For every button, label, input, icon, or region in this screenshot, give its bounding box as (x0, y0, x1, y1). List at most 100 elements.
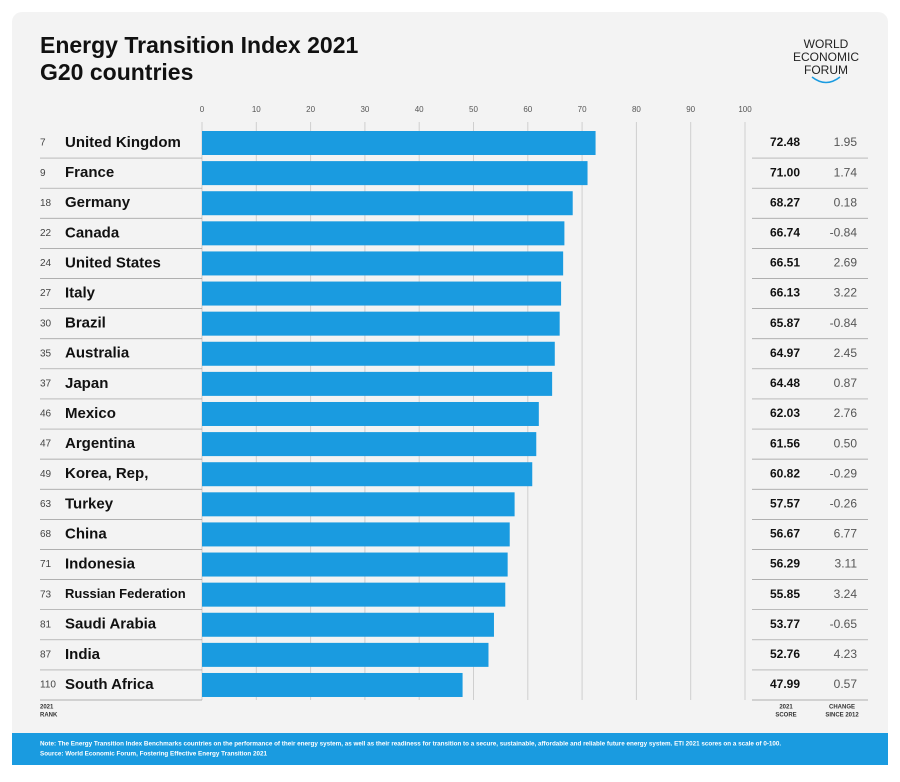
rank: 87 (40, 650, 52, 661)
column-header: CHANGE (829, 705, 855, 711)
rank: 9 (40, 168, 46, 179)
x-tick-label: 10 (252, 105, 261, 114)
y-tick-label: Mexico (65, 405, 116, 422)
value-label: 65.87 (770, 316, 800, 330)
change-label: 0.57 (834, 677, 858, 691)
value-label: 52.76 (770, 647, 800, 661)
x-tick-label: 50 (469, 105, 478, 114)
rank: 46 (40, 409, 52, 420)
logo-text: ECONOMIC (793, 50, 859, 64)
note: Note: The Energy Transition Index Benchm… (40, 741, 781, 748)
bar (202, 552, 508, 577)
bar (202, 371, 553, 396)
value-label: 60.82 (770, 466, 800, 480)
bar (202, 221, 565, 246)
change-label: 3.22 (834, 286, 858, 300)
rank: 63 (40, 499, 52, 510)
y-tick-label: China (65, 525, 107, 542)
y-tick-label: Brazil (65, 315, 106, 332)
chart-subtitle: G20 countries (40, 59, 193, 85)
rank: 30 (40, 318, 52, 329)
y-tick-label: South Africa (65, 676, 154, 693)
x-tick-label: 80 (632, 105, 641, 114)
y-tick-label: Italy (65, 285, 96, 302)
y-tick-label: France (65, 164, 114, 181)
value-label: 56.29 (770, 557, 800, 571)
bar (202, 311, 560, 336)
value-label: 66.74 (770, 226, 800, 240)
change-label: -0.29 (830, 466, 858, 480)
value-label: 71.00 (770, 165, 800, 179)
bar (202, 281, 562, 306)
bar (202, 251, 564, 276)
rank: 22 (40, 228, 52, 239)
logo-text: FORUM (804, 63, 848, 77)
change-label: 0.50 (834, 436, 858, 450)
source: Source: World Economic Forum, Fostering … (40, 751, 267, 758)
change-label: 2.45 (834, 346, 858, 360)
y-tick-label: Russian Federation (65, 586, 186, 601)
bar (202, 612, 494, 637)
rank: 24 (40, 258, 52, 269)
rank: 37 (40, 379, 52, 390)
change-label: -0.65 (830, 617, 858, 631)
column-header: RANK (40, 713, 58, 719)
change-label: -0.84 (830, 226, 858, 240)
change-label: 3.24 (834, 587, 858, 601)
footer-band (12, 733, 888, 765)
x-tick-label: 70 (578, 105, 587, 114)
bar (202, 341, 555, 366)
rank: 73 (40, 589, 52, 600)
bar (202, 161, 588, 186)
change-label: 4.23 (834, 647, 858, 661)
y-tick-label: United States (65, 254, 161, 271)
change-label: -0.26 (830, 496, 858, 510)
value-label: 61.56 (770, 436, 800, 450)
bar (202, 191, 573, 216)
y-tick-label: Korea, Rep, (65, 465, 148, 482)
change-label: 1.95 (834, 135, 858, 149)
bar (202, 131, 596, 155)
rank: 35 (40, 348, 52, 359)
value-label: 64.48 (770, 376, 800, 390)
change-label: 0.18 (834, 195, 858, 209)
y-tick-label: Australia (65, 345, 130, 362)
rank: 27 (40, 288, 52, 299)
y-tick-label: Germany (65, 194, 131, 211)
bar (202, 522, 510, 547)
change-label: 3.11 (835, 557, 858, 571)
x-tick-label: 90 (686, 105, 695, 114)
change-label: 6.77 (834, 527, 858, 541)
change-label: 1.74 (834, 165, 858, 179)
bar (202, 462, 533, 487)
bar (202, 492, 515, 517)
column-header: 2021 (40, 705, 54, 711)
logo-text: WORLD (804, 37, 849, 51)
value-label: 66.51 (770, 256, 800, 270)
change-label: 2.69 (834, 256, 858, 270)
y-tick-label: Indonesia (65, 556, 136, 573)
x-tick-label: 0 (200, 105, 205, 114)
y-tick-label: Argentina (65, 435, 136, 452)
column-header: 2021 (779, 705, 793, 711)
x-tick-label: 30 (360, 105, 369, 114)
value-label: 47.99 (770, 677, 800, 691)
bar (202, 401, 539, 426)
change-label: -0.84 (830, 316, 858, 330)
y-tick-label: United Kingdom (65, 134, 181, 151)
logo-arc (811, 76, 841, 84)
x-tick-label: 100 (738, 105, 752, 114)
value-label: 57.57 (770, 496, 800, 510)
value-label: 62.03 (770, 406, 800, 420)
value-label: 55.85 (770, 587, 800, 601)
y-tick-label: Japan (65, 375, 108, 392)
x-tick-label: 20 (306, 105, 315, 114)
value-label: 64.97 (770, 346, 800, 360)
value-label: 68.27 (770, 195, 800, 209)
rank: 68 (40, 529, 52, 540)
bar (202, 672, 463, 697)
chart-title: Energy Transition Index 2021 (40, 32, 358, 58)
change-label: 0.87 (834, 376, 858, 390)
